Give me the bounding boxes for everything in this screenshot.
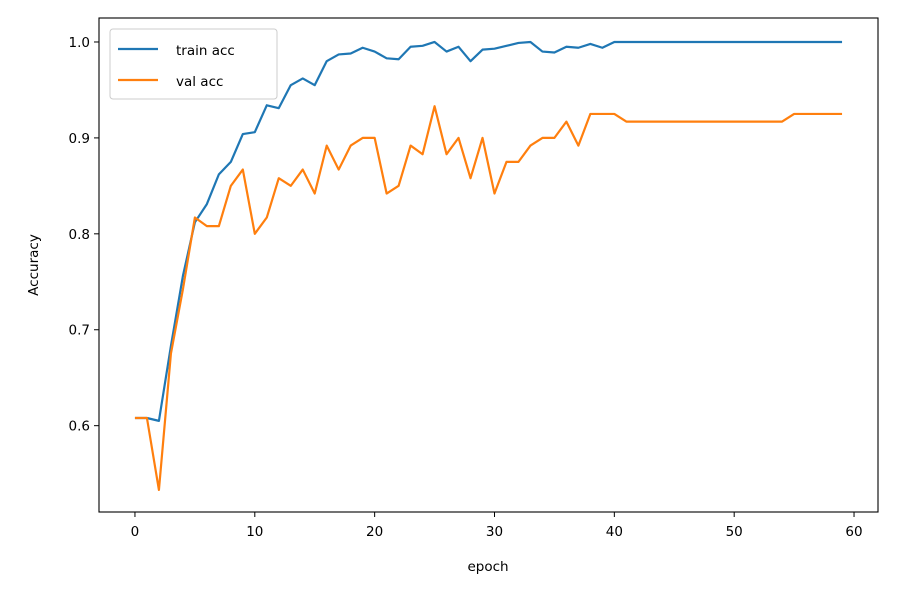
x-tick-label: 30 <box>486 524 503 540</box>
y-tick-label: 1.0 <box>69 35 90 51</box>
plot-frame <box>98 17 879 513</box>
y-tick-label: 0.8 <box>69 227 90 243</box>
x-tick-label: 0 <box>131 524 140 540</box>
y-tick-label: 0.6 <box>69 419 90 435</box>
x-tick-label: 50 <box>726 524 743 540</box>
legend: train acc val acc <box>109 28 278 100</box>
x-tick-label: 60 <box>845 524 862 540</box>
y-tick-label: 0.9 <box>69 131 90 147</box>
x-tick-label: 40 <box>606 524 623 540</box>
y-axis-label: Accuracy <box>26 234 42 296</box>
legend-box <box>109 28 278 100</box>
plot-area <box>99 18 878 512</box>
x-tick-label: 10 <box>246 524 263 540</box>
y-axis-ticks: 0.6 0.7 0.8 0.9 1.0 <box>69 35 99 435</box>
series-line-train-acc <box>134 40 843 422</box>
series-lines <box>134 40 843 492</box>
y-tick-label: 0.7 <box>69 323 90 339</box>
legend-val-label: val acc <box>176 74 223 90</box>
x-axis-label: epoch <box>467 559 508 575</box>
series-line-val-acc <box>134 105 843 492</box>
x-tick-label: 20 <box>366 524 383 540</box>
legend-train-label: train acc <box>176 43 235 59</box>
x-axis-ticks: 0 10 20 30 40 50 60 <box>131 512 863 540</box>
